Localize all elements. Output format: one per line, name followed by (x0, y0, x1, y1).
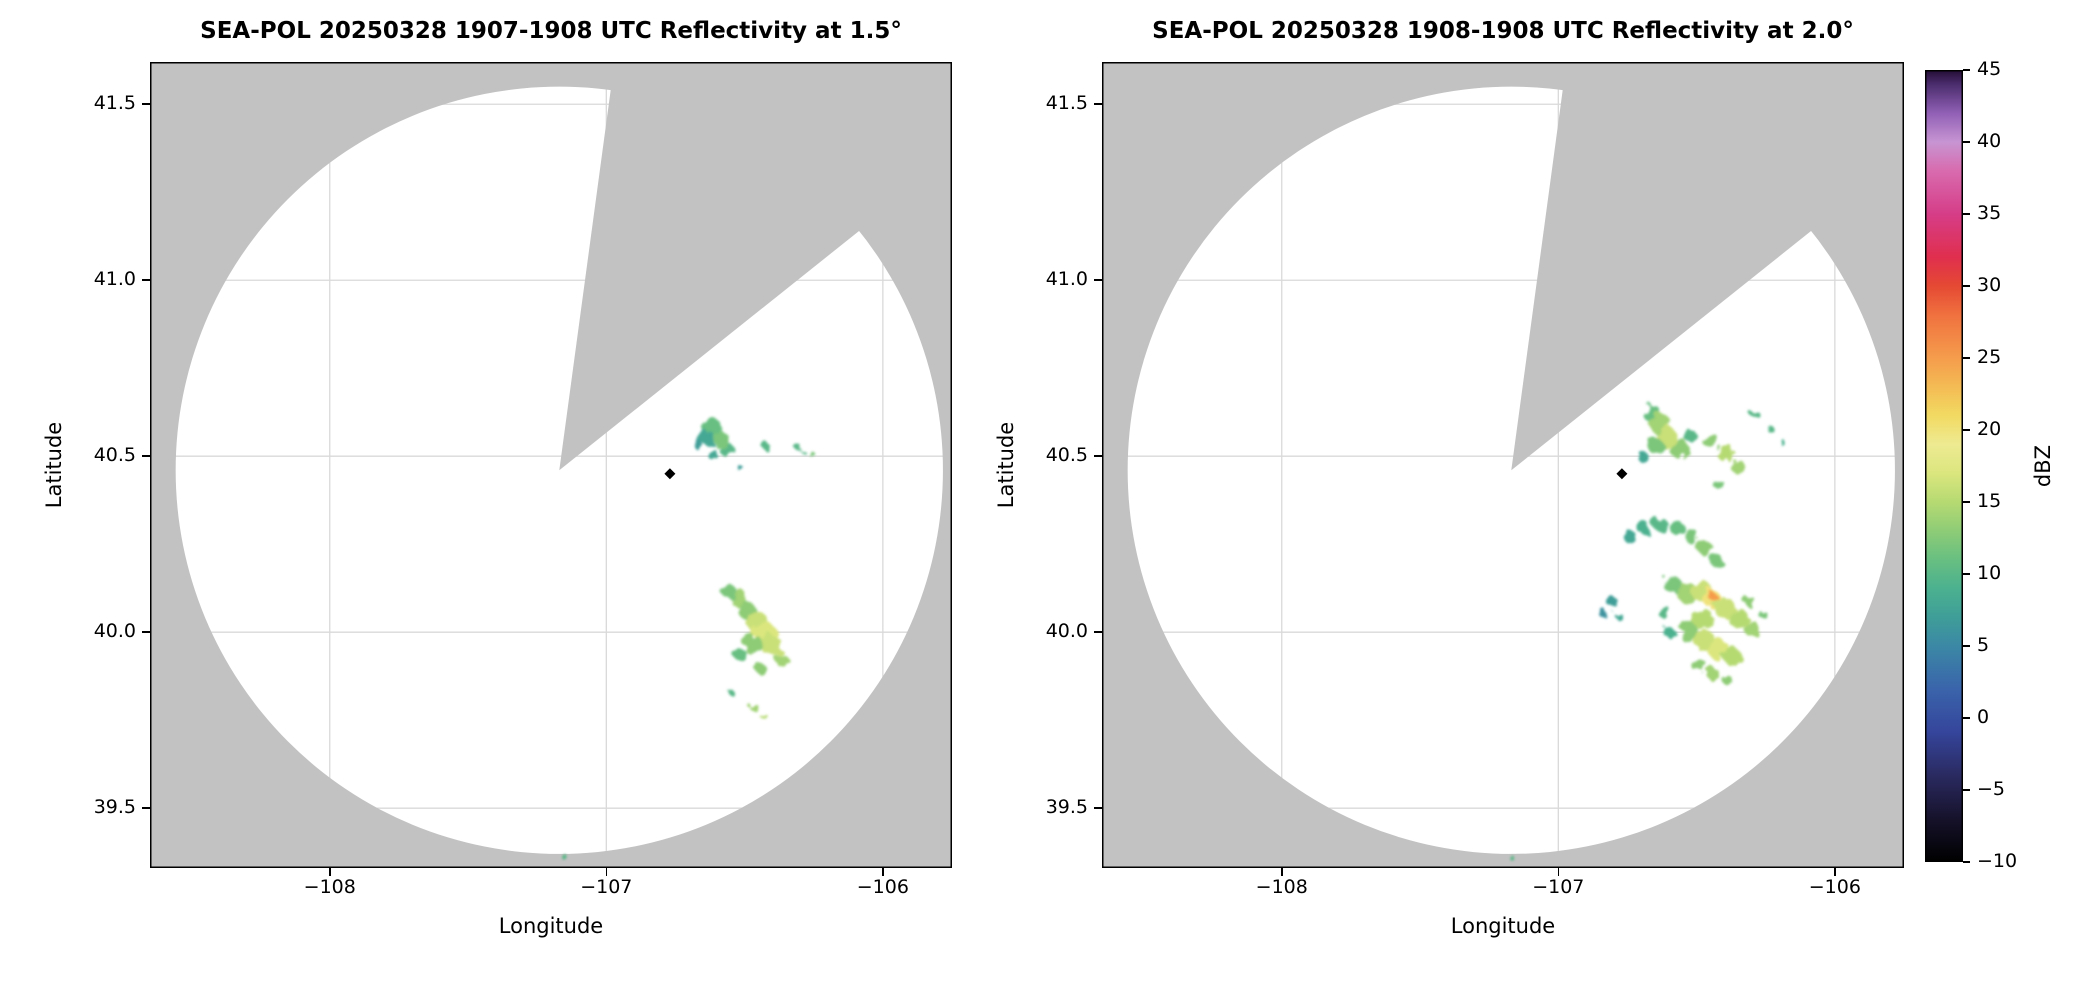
colorbar-tick-label: 0 (1977, 706, 1990, 728)
colorbar-tick-label: 45 (1977, 58, 2002, 80)
x-tick-label: −108 (303, 876, 356, 898)
y-tickmark (142, 103, 150, 105)
colorbar-tick-label: 5 (1977, 634, 1990, 656)
colorbar-tick-label: 15 (1977, 490, 2002, 512)
y-tickmark (1094, 279, 1102, 281)
radar-panel-1: SEA-POL 20250328 1907-1908 UTC Reflectiv… (42, 18, 952, 938)
y-tick-label: 41.0 (93, 268, 136, 291)
colorbar-tick-label: 35 (1977, 202, 2002, 224)
x-tickmark (1834, 868, 1836, 876)
colorbar-tick-label: −5 (1977, 778, 2006, 800)
colorbar-tick-label: 10 (1977, 562, 2002, 584)
y-tickmark (142, 631, 150, 633)
y-tick-label: 41.5 (1045, 92, 1088, 115)
y-axis-label-2: Latitude (994, 421, 1018, 509)
colorbar-label: dBZ (2031, 444, 2055, 488)
radar-ppi-plot-2 (1102, 62, 1904, 868)
x-tickmark (329, 868, 331, 876)
colorbar-tick-label: 40 (1977, 130, 2002, 152)
colorbar-tickmark (1963, 645, 1970, 647)
x-tickmark (882, 868, 884, 876)
colorbar-tick-label: 20 (1977, 418, 2002, 440)
colorbar-tickmark (1963, 861, 1970, 863)
y-tickmark (142, 455, 150, 457)
y-tick-label: 39.5 (1045, 796, 1088, 819)
colorbar-tick-label: −10 (1977, 850, 2018, 872)
panel-2-title: SEA-POL 20250328 1908-1908 UTC Reflectiv… (1152, 18, 1854, 44)
colorbar-gradient (1925, 70, 1963, 862)
colorbar-tickmark (1963, 213, 1970, 215)
y-tick-label: 40.0 (93, 620, 136, 643)
x-tick-label: −106 (856, 876, 909, 898)
y-tickmark (1094, 807, 1102, 809)
colorbar-tickmark (1963, 717, 1970, 719)
y-tick-label: 41.0 (1045, 268, 1088, 291)
y-tick-label: 40.5 (93, 444, 136, 467)
x-axis-label-2: Longitude (1450, 914, 1556, 938)
colorbar-tick-label: 30 (1977, 274, 2002, 296)
colorbar-tickmark (1963, 285, 1970, 287)
x-tick-label: −107 (1532, 876, 1585, 898)
y-tick-label: 41.5 (93, 92, 136, 115)
colorbar-tickmark (1963, 357, 1970, 359)
colorbar-tickmark (1963, 141, 1970, 143)
radar-panel-2: SEA-POL 20250328 1908-1908 UTC Reflectiv… (994, 18, 1904, 938)
colorbar-tick-label: 25 (1977, 346, 2002, 368)
y-axis-label-1: Latitude (42, 421, 66, 509)
colorbar-tickmark (1963, 501, 1970, 503)
x-tick-label: −107 (580, 876, 633, 898)
x-tickmark (1281, 868, 1283, 876)
x-tick-label: −106 (1808, 876, 1861, 898)
y-tick-label: 39.5 (93, 796, 136, 819)
colorbar-tickmark (1963, 573, 1970, 575)
y-tickmark (1094, 631, 1102, 633)
y-tickmark (1094, 103, 1102, 105)
x-tickmark (1557, 868, 1560, 876)
colorbar-tickmark (1963, 69, 1970, 71)
y-tick-label: 40.5 (1045, 444, 1088, 467)
x-tick-label: −108 (1255, 876, 1308, 898)
colorbar-tickmark (1963, 789, 1970, 791)
colorbar-tickmark (1963, 429, 1970, 431)
panel-1-title: SEA-POL 20250328 1907-1908 UTC Reflectiv… (200, 18, 902, 44)
y-tickmark (1094, 455, 1102, 457)
y-tick-label: 40.0 (1045, 620, 1088, 643)
x-tickmark (605, 868, 608, 876)
radar-ppi-plot-1 (150, 62, 952, 868)
y-tickmark (142, 807, 150, 809)
colorbar: dBZ 45 40 35 30 25 20 15 10 5 0 −5 −10 (1925, 58, 2095, 872)
y-tickmark (142, 279, 150, 281)
x-axis-label-1: Longitude (498, 914, 604, 938)
